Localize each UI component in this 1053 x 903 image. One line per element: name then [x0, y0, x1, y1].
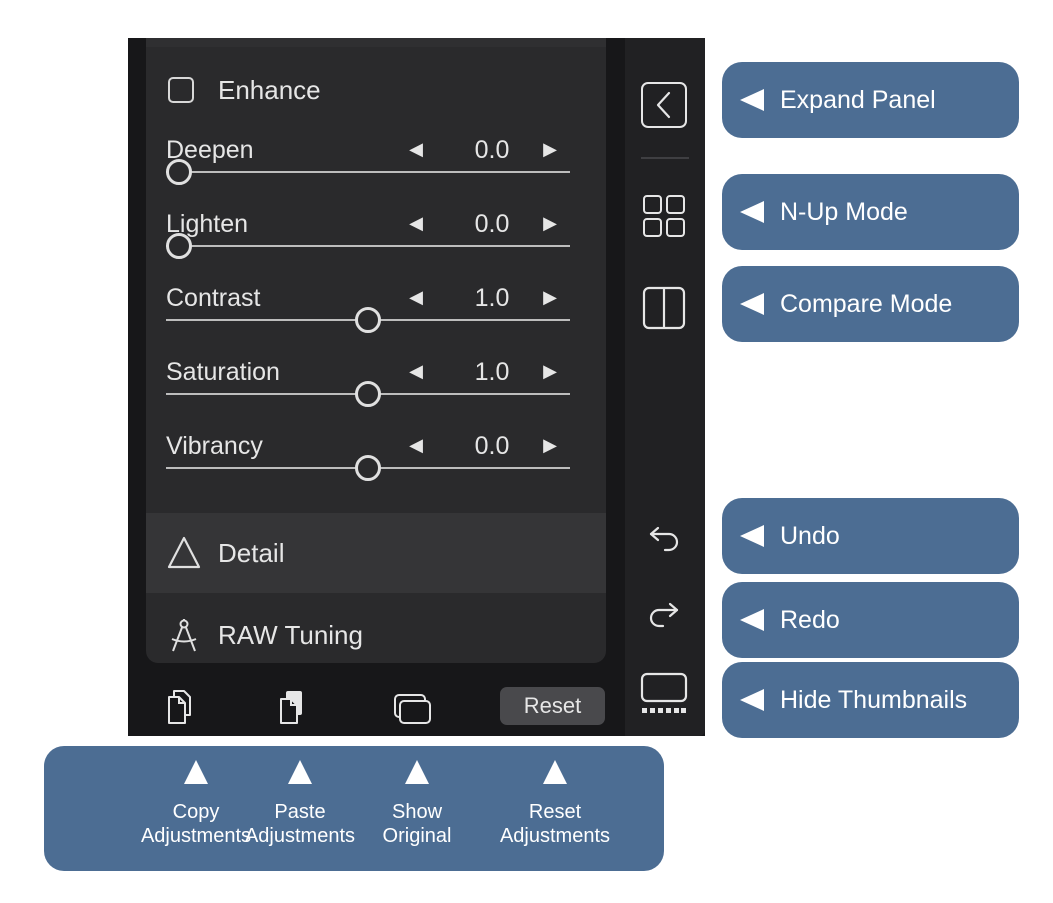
slider-value: 1.0 — [474, 284, 510, 312]
decrement-arrow-icon[interactable]: ◀ — [409, 213, 423, 233]
slider-vibrancy: Vibrancy ◀ 0.0 ▶ — [166, 431, 570, 491]
adjustments-panel: Enhance Deepen ◀ 0.0 ▶ Lighten ◀ 0.0 ▶ C… — [146, 38, 606, 663]
slider-label: Vibrancy — [166, 432, 263, 460]
callout-copy-adjustments: Copy Adjustments — [126, 758, 266, 848]
decrement-arrow-icon[interactable]: ◀ — [409, 287, 423, 307]
callout-label: Compare Mode — [780, 289, 953, 318]
compare-mode-icon[interactable] — [639, 283, 689, 333]
redo-icon[interactable] — [639, 593, 689, 643]
increment-arrow-icon[interactable]: ▶ — [543, 213, 557, 233]
pointer-left-icon — [740, 609, 764, 631]
callout-line: Adjustments — [244, 825, 356, 847]
toolbar-separator — [641, 157, 689, 159]
app-window: Enhance Deepen ◀ 0.0 ▶ Lighten ◀ 0.0 ▶ C… — [128, 38, 705, 736]
slider-knob[interactable] — [166, 159, 192, 185]
slider-deepen: Deepen ◀ 0.0 ▶ — [166, 135, 570, 195]
callout-n-up-mode: N-Up Mode — [722, 174, 1019, 250]
slider-knob[interactable] — [355, 455, 381, 481]
slider-lighten: Lighten ◀ 0.0 ▶ — [166, 209, 570, 269]
slider-knob[interactable] — [355, 381, 381, 407]
callout-line: Adjustments — [140, 825, 252, 847]
callout-label: Hide Thumbnails — [780, 685, 968, 714]
slider-track[interactable] — [166, 171, 570, 173]
slider-track[interactable] — [166, 245, 570, 247]
slider-value: 0.0 — [474, 210, 510, 238]
increment-arrow-icon[interactable]: ▶ — [543, 287, 557, 307]
reset-button[interactable]: Reset — [500, 687, 605, 725]
show-original-icon[interactable] — [390, 685, 434, 729]
callout-line: Reset — [528, 801, 582, 823]
pointer-left-icon — [740, 293, 764, 315]
slider-knob[interactable] — [166, 233, 192, 259]
pointer-up-icon — [184, 760, 208, 784]
right-toolbar — [625, 38, 705, 736]
slider-value: 0.0 — [474, 432, 510, 460]
callout-line: Original — [382, 825, 452, 847]
enhance-checkbox[interactable] — [168, 77, 194, 103]
n-up-mode-icon[interactable] — [639, 191, 689, 241]
increment-arrow-icon[interactable]: ▶ — [543, 139, 557, 159]
section-label: RAW Tuning — [218, 619, 363, 650]
expand-panel-icon[interactable] — [639, 80, 689, 130]
callout-show-original: Show Original — [347, 758, 487, 848]
enhance-label: Enhance — [218, 74, 321, 105]
slider-saturation: Saturation ◀ 1.0 ▶ — [166, 357, 570, 417]
slider-knob[interactable] — [355, 307, 381, 333]
callout-paste-adjustments: Paste Adjustments — [230, 758, 370, 848]
paste-adjustments-icon[interactable] — [270, 685, 314, 729]
section-label: Detail — [218, 537, 285, 568]
callout-undo: Undo — [722, 498, 1019, 574]
bottom-bar: Reset — [128, 678, 625, 736]
triangle-icon — [167, 536, 201, 569]
callout-label: N-Up Mode — [780, 197, 908, 226]
callout-expand-panel: Expand Panel — [722, 62, 1019, 138]
section-detail[interactable]: Detail — [146, 513, 606, 593]
pointer-up-icon — [288, 760, 312, 784]
increment-arrow-icon[interactable]: ▶ — [543, 361, 557, 381]
pointer-left-icon — [740, 525, 764, 547]
section-raw-tuning[interactable]: RAW Tuning — [146, 595, 606, 663]
callout-label: Expand Panel — [780, 85, 936, 114]
pointer-left-icon — [740, 689, 764, 711]
callout-label: Redo — [780, 605, 840, 634]
decrement-arrow-icon[interactable]: ◀ — [409, 139, 423, 159]
pointer-left-icon — [740, 89, 764, 111]
callout-line: Paste — [274, 801, 326, 823]
callout-reset-adjustments: Reset Adjustments — [485, 758, 625, 848]
undo-icon[interactable] — [639, 514, 689, 564]
panel-top-edge — [146, 38, 606, 47]
pointer-up-icon — [405, 760, 429, 784]
callout-compare-mode: Compare Mode — [722, 266, 1019, 342]
slider-contrast: Contrast ◀ 1.0 ▶ — [166, 283, 570, 343]
callout-line: Show — [391, 801, 443, 823]
compass-icon — [171, 619, 197, 652]
callout-redo: Redo — [722, 582, 1019, 658]
decrement-arrow-icon[interactable]: ◀ — [409, 361, 423, 381]
slider-label: Saturation — [166, 358, 280, 386]
increment-arrow-icon[interactable]: ▶ — [543, 435, 557, 455]
pointer-left-icon — [740, 201, 764, 223]
slider-label: Contrast — [166, 284, 261, 312]
callout-label: Undo — [780, 521, 840, 550]
enhance-row[interactable]: Enhance — [168, 75, 321, 105]
callout-line: Copy — [172, 801, 220, 823]
pointer-up-icon — [543, 760, 567, 784]
slider-value: 1.0 — [474, 358, 510, 386]
callout-line: Adjustments — [499, 825, 611, 847]
slider-value: 0.0 — [474, 136, 510, 164]
hide-thumbnails-icon[interactable] — [639, 670, 689, 720]
copy-adjustments-icon[interactable] — [158, 685, 202, 729]
decrement-arrow-icon[interactable]: ◀ — [409, 435, 423, 455]
callout-bottom-bar: Copy Adjustments Paste Adjustments Show … — [44, 746, 664, 871]
callout-hide-thumbnails: Hide Thumbnails — [722, 662, 1019, 738]
